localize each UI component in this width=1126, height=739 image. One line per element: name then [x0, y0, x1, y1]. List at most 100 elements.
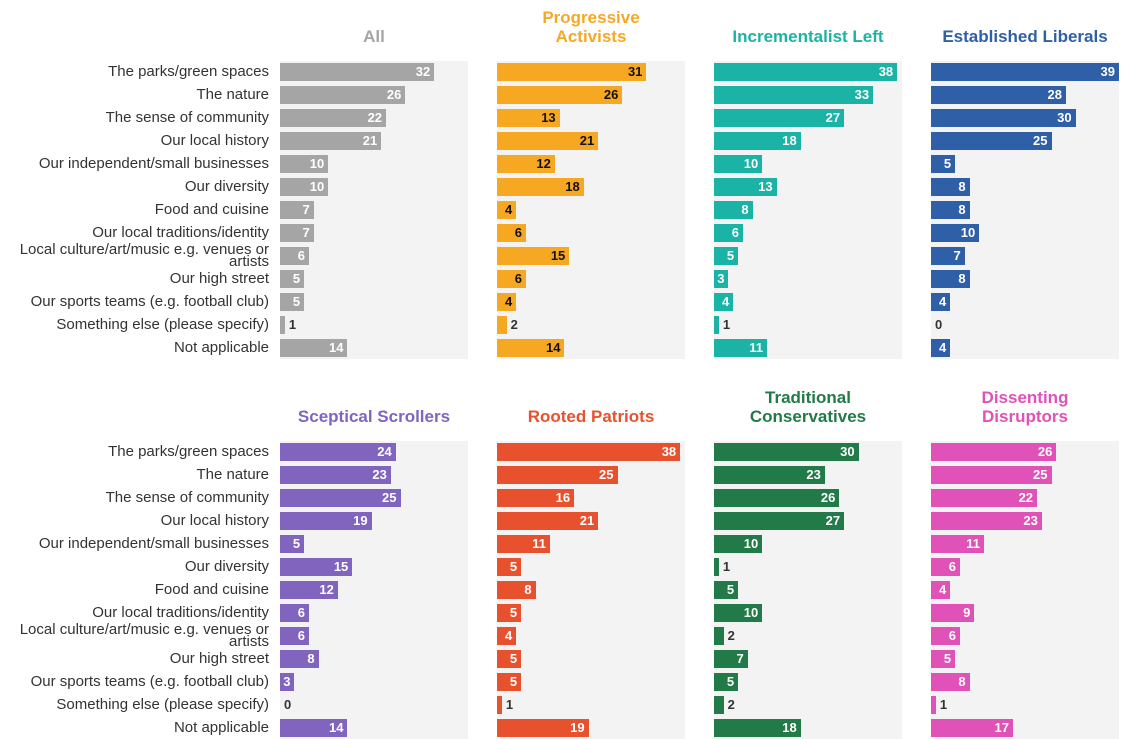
- bar: [280, 86, 406, 104]
- bar: [931, 132, 1052, 150]
- bar: [497, 535, 551, 553]
- value-label: 4: [939, 340, 947, 355]
- value-label: 24: [377, 444, 392, 459]
- bar: [714, 224, 743, 242]
- value-label: 5: [509, 674, 518, 689]
- value-label: 1: [722, 559, 731, 574]
- value-label: 8: [524, 582, 532, 597]
- bar: [280, 132, 382, 150]
- bar: [714, 604, 763, 622]
- bar: [931, 270, 970, 288]
- value-label: 25: [599, 467, 614, 482]
- category-label: The nature: [196, 86, 269, 103]
- bar: [931, 512, 1042, 530]
- bar: [280, 650, 319, 668]
- bar: [497, 604, 522, 622]
- value-label: 7: [953, 248, 961, 263]
- bar: [714, 673, 739, 691]
- value-label: 3: [717, 271, 725, 286]
- bar: [280, 270, 305, 288]
- bar: [280, 558, 353, 576]
- bar: [497, 86, 623, 104]
- panel-background: [714, 441, 902, 739]
- value-label: 26: [1037, 444, 1053, 459]
- value-label: 30: [1057, 110, 1072, 125]
- bar: [714, 201, 753, 219]
- category-label: Something else (please specify): [56, 316, 269, 333]
- value-label: 2: [727, 628, 735, 643]
- value-label: 2: [510, 317, 518, 332]
- value-label: 8: [741, 202, 749, 217]
- bar: [714, 86, 874, 104]
- value-label: 10: [960, 225, 976, 240]
- value-label: 11: [966, 536, 981, 551]
- bar: [714, 443, 859, 461]
- value-label: 30: [840, 444, 855, 459]
- bar: [931, 558, 960, 576]
- value-label: 6: [297, 605, 305, 620]
- value-label: 13: [758, 179, 773, 194]
- panel-title: Rooted Patriots: [527, 407, 655, 426]
- value-label: 4: [722, 294, 730, 309]
- bar: [280, 201, 314, 219]
- value-label: 23: [1023, 513, 1038, 528]
- bar: [714, 489, 840, 507]
- value-label: 1: [288, 317, 297, 332]
- value-label: 8: [958, 202, 966, 217]
- bar: [497, 132, 599, 150]
- value-label: 10: [309, 156, 325, 171]
- panel-title: Traditional Conservatives: [749, 388, 867, 426]
- bar: [497, 673, 522, 691]
- bar: [280, 581, 338, 599]
- bar: [931, 178, 970, 196]
- value-label: 5: [292, 271, 301, 286]
- value-label: 32: [415, 64, 431, 79]
- bar: [497, 466, 618, 484]
- value-label: 5: [943, 156, 952, 171]
- value-label: 12: [319, 582, 334, 597]
- bar: [931, 696, 936, 714]
- category-label: Our independent/small businesses: [38, 155, 269, 172]
- bar: [931, 604, 975, 622]
- category-label: Our local traditions/identity: [92, 224, 269, 241]
- bar: [714, 132, 801, 150]
- value-label: 8: [958, 674, 966, 689]
- value-label: 8: [307, 651, 315, 666]
- category-label: Our high street: [169, 270, 269, 287]
- bar: [931, 535, 985, 553]
- value-label: 28: [1047, 87, 1062, 102]
- bar: [931, 109, 1076, 127]
- category-label: The nature: [196, 466, 269, 483]
- bar: [497, 270, 526, 288]
- value-label: 26: [603, 87, 619, 102]
- value-label: 23: [372, 467, 387, 482]
- bar: [931, 86, 1066, 104]
- value-label: 6: [514, 271, 522, 286]
- bar: [497, 650, 522, 668]
- value-label: 6: [948, 559, 956, 574]
- bar: [931, 466, 1052, 484]
- value-label: 4: [505, 202, 513, 217]
- bar: [280, 178, 329, 196]
- bar: [280, 719, 348, 737]
- value-label: 21: [362, 133, 378, 148]
- bar: [714, 293, 734, 311]
- value-label: 6: [297, 248, 305, 263]
- bar: [280, 535, 305, 553]
- bar: [280, 466, 391, 484]
- bar: [497, 339, 565, 357]
- bar: [714, 558, 719, 576]
- bar: [497, 512, 599, 530]
- bar: [280, 316, 285, 334]
- value-label: 6: [948, 628, 956, 643]
- value-label: 7: [302, 202, 310, 217]
- bar: [497, 627, 517, 645]
- value-label: 3: [283, 674, 291, 689]
- bar: [497, 489, 575, 507]
- value-label: 4: [505, 628, 513, 643]
- category-label: Our local traditions/identity: [92, 604, 269, 621]
- panel-title: Established Liberals: [942, 27, 1108, 46]
- bar: [280, 293, 305, 311]
- value-label: 5: [292, 294, 301, 309]
